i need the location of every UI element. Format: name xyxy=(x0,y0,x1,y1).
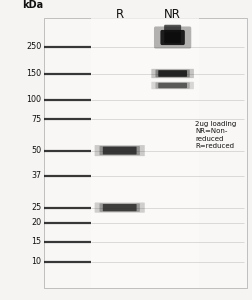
FancyBboxPatch shape xyxy=(164,25,181,44)
FancyBboxPatch shape xyxy=(103,147,137,154)
Bar xyxy=(44,18,247,288)
FancyBboxPatch shape xyxy=(100,203,140,212)
Text: 250: 250 xyxy=(26,42,42,51)
Text: 100: 100 xyxy=(26,95,42,104)
FancyBboxPatch shape xyxy=(94,202,145,213)
FancyBboxPatch shape xyxy=(165,32,180,43)
FancyBboxPatch shape xyxy=(151,82,194,89)
FancyBboxPatch shape xyxy=(94,145,145,156)
FancyBboxPatch shape xyxy=(158,83,187,88)
Text: 10: 10 xyxy=(32,257,42,266)
Text: 150: 150 xyxy=(26,69,42,78)
Text: kDa: kDa xyxy=(22,1,43,10)
FancyBboxPatch shape xyxy=(100,146,140,155)
FancyBboxPatch shape xyxy=(151,69,194,78)
FancyBboxPatch shape xyxy=(155,82,190,88)
Text: R: R xyxy=(116,8,124,21)
Text: 15: 15 xyxy=(32,237,42,246)
FancyBboxPatch shape xyxy=(154,26,191,49)
Text: 20: 20 xyxy=(32,218,42,227)
Text: NR: NR xyxy=(164,8,181,21)
Bar xyxy=(149,18,199,288)
Text: 50: 50 xyxy=(32,146,42,155)
FancyBboxPatch shape xyxy=(161,30,185,45)
FancyBboxPatch shape xyxy=(158,70,187,77)
Text: 37: 37 xyxy=(32,171,42,180)
Text: 25: 25 xyxy=(31,203,42,212)
FancyBboxPatch shape xyxy=(155,70,190,77)
Text: 75: 75 xyxy=(31,115,42,124)
Text: 2ug loading
NR=Non-
reduced
R=reduced: 2ug loading NR=Non- reduced R=reduced xyxy=(195,121,237,149)
Bar xyxy=(91,18,149,288)
FancyBboxPatch shape xyxy=(103,204,137,211)
